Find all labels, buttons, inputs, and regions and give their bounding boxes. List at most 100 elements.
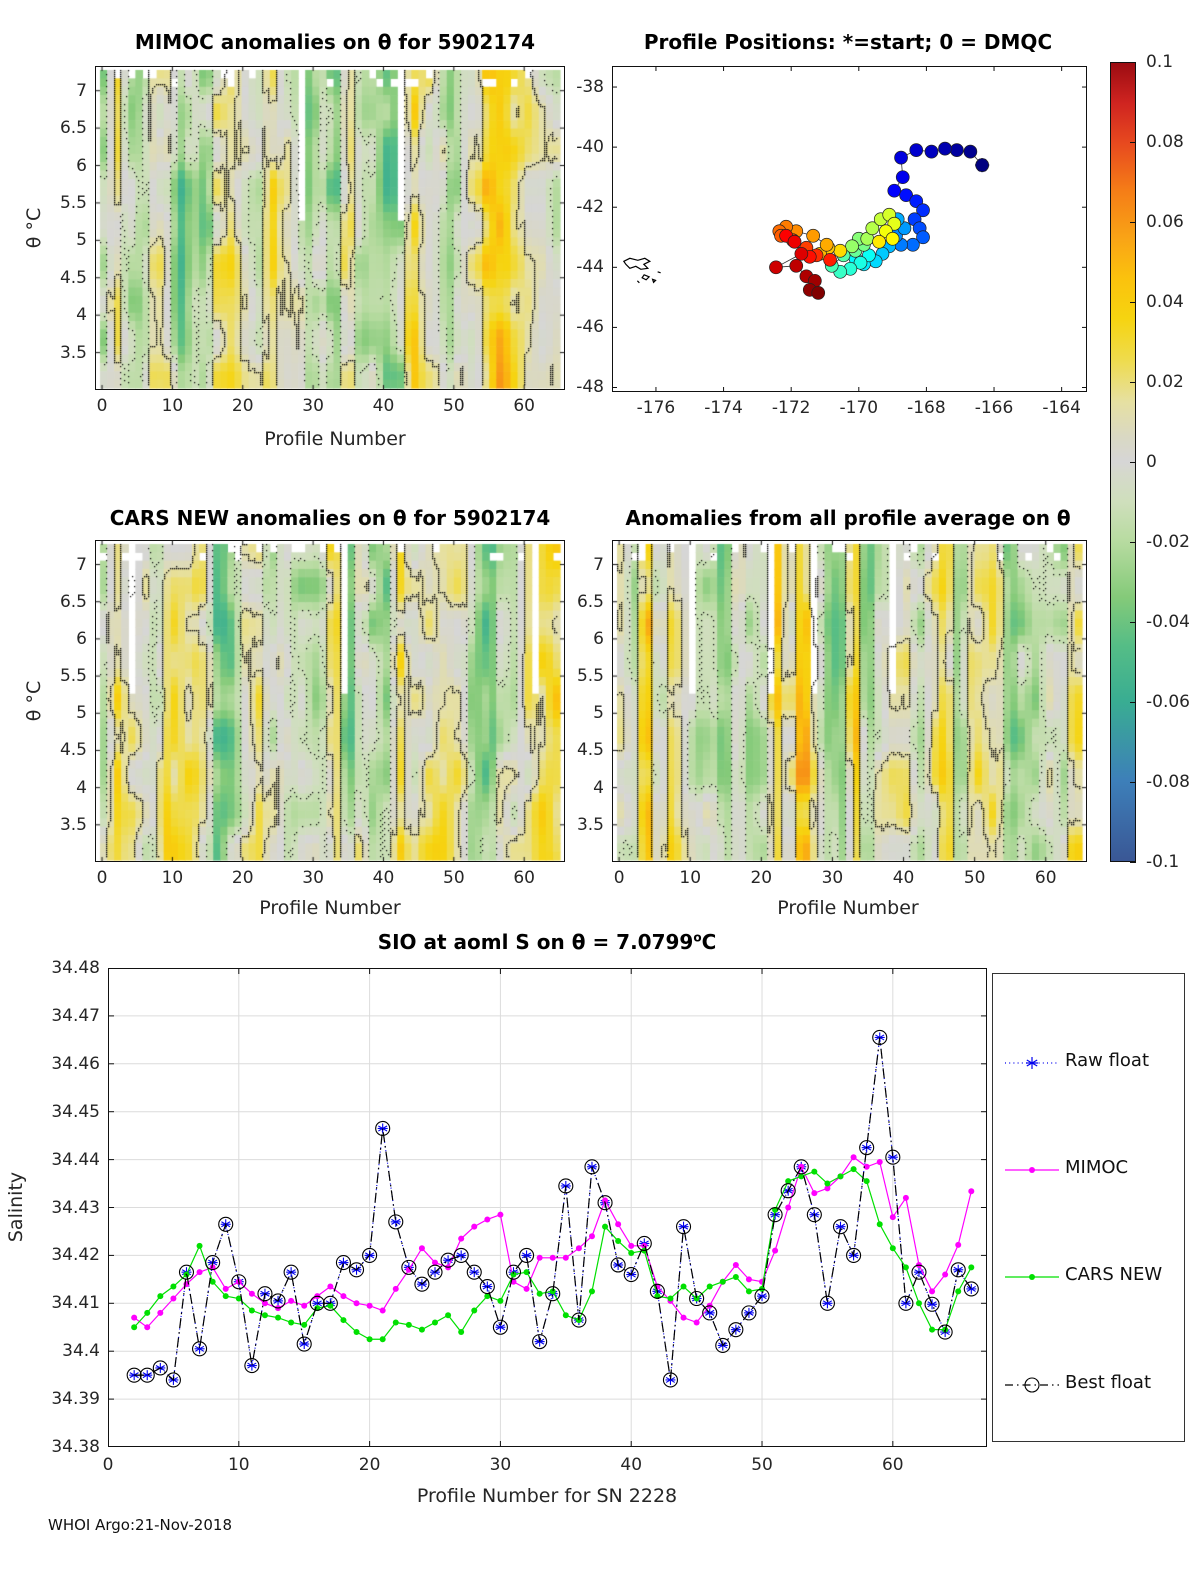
heatmap-mimoc bbox=[95, 66, 565, 390]
colorbar-tick-mark bbox=[1130, 781, 1136, 783]
colorbar-tick-mark bbox=[1130, 701, 1136, 703]
colorbar-tick-mark bbox=[1130, 861, 1136, 863]
colorbar-tick-label: 0.02 bbox=[1146, 372, 1184, 392]
salinity-y-tick-label: 34.41 bbox=[51, 1293, 100, 1314]
salinity-y-tick-label: 34.43 bbox=[51, 1197, 100, 1218]
legend-label-best-float: Best float bbox=[1065, 1372, 1152, 1393]
salinity-x-tick-label: 0 bbox=[102, 1455, 114, 1475]
colorbar-tick-mark bbox=[1130, 221, 1136, 223]
y-tick-label: 5 bbox=[593, 703, 604, 724]
heatmap-cars bbox=[95, 540, 565, 862]
x-tick-label: 50 bbox=[443, 868, 465, 888]
y-tick-label: 3.5 bbox=[59, 814, 87, 835]
y-tick-label: 3.5 bbox=[576, 814, 604, 835]
y-tick-label: 7 bbox=[593, 554, 604, 575]
y-tick-label: 6.5 bbox=[59, 118, 87, 139]
salinity-x-tick-label: 60 bbox=[881, 1455, 904, 1475]
y-tick-label: 3.5 bbox=[59, 342, 87, 363]
x-tick-label: 50 bbox=[443, 396, 465, 416]
legend-entry-best-float: Best float bbox=[993, 1372, 1184, 1398]
map-y-tick-label: -38 bbox=[576, 77, 604, 98]
legend: Raw float MIMOC CARS NEW Best float bbox=[992, 973, 1185, 1442]
colorbar-tick-label: 0.08 bbox=[1146, 132, 1184, 152]
colorbar-tick-label: -0.1 bbox=[1146, 852, 1180, 872]
salinity-y-tick-label: 34.39 bbox=[51, 1389, 100, 1410]
colorbar-tick-mark bbox=[1130, 621, 1136, 623]
y-tick-label: 7 bbox=[76, 80, 87, 101]
y-tick-label: 5.5 bbox=[576, 666, 604, 687]
legend-entry-raw-float: Raw float bbox=[993, 1050, 1184, 1076]
colorbar-tick-label: -0.02 bbox=[1146, 532, 1190, 552]
ylabel-salinity: Salinity bbox=[5, 1171, 27, 1243]
y-tick-label: 6 bbox=[76, 155, 87, 176]
colorbar-tick-label: -0.08 bbox=[1146, 772, 1190, 792]
salinity-x-tick-label: 30 bbox=[489, 1455, 512, 1475]
legend-label-mimoc: MIMOC bbox=[1065, 1157, 1129, 1178]
salinity-y-tick-label: 34.4 bbox=[62, 1341, 100, 1362]
x-tick-label: 10 bbox=[161, 396, 184, 416]
xlabel-salinity: Profile Number for SN 2228 bbox=[416, 1485, 678, 1507]
y-tick-label: 4.5 bbox=[576, 740, 604, 761]
panel-title-salinity: SIO at aoml S on θ = 7.0799oC bbox=[377, 930, 717, 954]
land-contours bbox=[622, 257, 661, 284]
y-tick-label: 4.5 bbox=[59, 740, 87, 761]
legend-entry-cars-new: CARS NEW bbox=[993, 1264, 1184, 1290]
map-x-tick-label: -166 bbox=[974, 398, 1014, 418]
x-tick-label: 30 bbox=[821, 868, 844, 888]
panel-title-allprofile: Anomalies from all profile average on θ bbox=[625, 506, 1071, 530]
y-tick-label: 4 bbox=[76, 777, 87, 798]
x-tick-label: 0 bbox=[96, 868, 108, 888]
panel-title-map: Profile Positions: *=start; 0 = DMQC bbox=[643, 30, 1053, 54]
colorbar-tick-mark bbox=[1130, 461, 1136, 463]
map-profile-positions bbox=[612, 66, 1087, 392]
panel-title-mimoc: MIMOC anomalies on θ for 5902174 bbox=[134, 30, 536, 54]
y-tick-label: 7 bbox=[76, 554, 87, 575]
colorbar-tick-label: 0 bbox=[1146, 452, 1157, 472]
profile-position-dots bbox=[769, 141, 990, 300]
panel-title-cars: CARS NEW anomalies on θ for 5902174 bbox=[109, 506, 551, 530]
y-tick-label: 5 bbox=[76, 230, 87, 251]
colorbar-tick-mark bbox=[1130, 541, 1136, 543]
y-tick-label: 6 bbox=[76, 628, 87, 649]
y-tick-label: 4 bbox=[76, 305, 87, 326]
map-axis-ticks bbox=[612, 66, 1087, 392]
xlabel-allprofile: Profile Number bbox=[777, 897, 919, 919]
y-tick-label: 5.5 bbox=[59, 666, 87, 687]
gridlines bbox=[108, 968, 987, 1447]
x-tick-label: 10 bbox=[679, 868, 702, 888]
x-tick-label: 10 bbox=[161, 868, 184, 888]
x-tick-label: 0 bbox=[96, 396, 108, 416]
x-tick-label: 60 bbox=[513, 396, 536, 416]
colorbar-tick-mark bbox=[1130, 61, 1136, 63]
x-tick-label: 30 bbox=[302, 396, 324, 416]
footer-timestamp: WHOI Argo:21-Nov-2018 bbox=[48, 1516, 232, 1534]
y-tick-label: 4.5 bbox=[59, 267, 87, 288]
series-raw-float bbox=[129, 1032, 977, 1385]
map-x-tick-label: -168 bbox=[907, 398, 946, 418]
salinity-y-tick-label: 34.48 bbox=[51, 958, 100, 978]
axis-ticks bbox=[108, 968, 987, 1447]
map-x-tick-label: -164 bbox=[1042, 398, 1081, 418]
map-y-tick-label: -42 bbox=[576, 197, 604, 218]
x-tick-label: 30 bbox=[302, 868, 324, 888]
colorbar-tick-label: -0.06 bbox=[1146, 692, 1190, 712]
map-y-tick-label: -44 bbox=[576, 257, 604, 278]
salinity-y-tick-label: 34.38 bbox=[51, 1437, 100, 1457]
xlabel-mimoc: Profile Number bbox=[264, 428, 406, 450]
legend-label-cars-new: CARS NEW bbox=[1065, 1264, 1163, 1285]
map-border bbox=[612, 66, 1087, 392]
salinity-y-tick-label: 34.42 bbox=[51, 1245, 100, 1266]
legend-sample-mimoc bbox=[1005, 1167, 1059, 1173]
salinity-y-tick-label: 34.47 bbox=[51, 1005, 100, 1026]
map-y-tick-label: -48 bbox=[576, 377, 604, 398]
salinity-x-tick-label: 40 bbox=[620, 1455, 643, 1475]
map-x-tick-label: -176 bbox=[636, 398, 676, 418]
x-tick-label: 50 bbox=[963, 868, 986, 888]
x-tick-label: 60 bbox=[1034, 868, 1057, 888]
salinity-x-tick-label: 10 bbox=[227, 1455, 250, 1475]
legend-label-raw-float: Raw float bbox=[1065, 1050, 1150, 1071]
x-tick-label: 40 bbox=[892, 868, 915, 888]
salinity-x-tick-label: 20 bbox=[358, 1455, 381, 1475]
colorbar-tick-label: 0.1 bbox=[1146, 52, 1174, 72]
